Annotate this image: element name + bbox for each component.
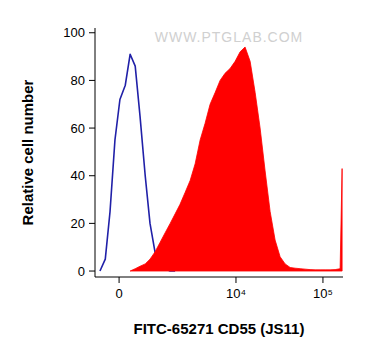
y-tick-label: 20 [71,216,85,231]
y-tick [89,128,95,129]
chart: WWW.PTGLAB.COM 0 20 40 60 80 100 0 10⁴ 10⁵ FITC-65… [0,0,365,360]
y-tick [89,175,95,176]
y-tick-label: 80 [71,73,85,88]
x-axis-label: FITC-65271 CD55 (JS11) [134,320,305,337]
y-tick [89,223,95,224]
y-tick-label: 40 [71,168,85,183]
y-tick [89,80,95,81]
x-tick-label: 10⁵ [313,286,333,301]
y-tick [89,32,95,33]
x-tick [235,277,236,283]
y-tick-label: 100 [63,25,85,40]
x-axis [95,277,343,278]
x-tick [322,277,323,283]
y-axis [95,28,96,277]
y-tick [89,271,95,272]
x-tick-label: 10⁴ [226,286,246,301]
y-axis-label: Relative cell number [19,79,36,225]
histogram-area [130,47,342,271]
plot-area [100,47,342,271]
y-tick-label: 60 [71,121,85,136]
y-tick-label: 0 [78,264,85,279]
watermark: WWW.PTGLAB.COM [155,29,304,45]
x-tick-label: 0 [115,286,122,301]
x-tick [119,277,120,283]
